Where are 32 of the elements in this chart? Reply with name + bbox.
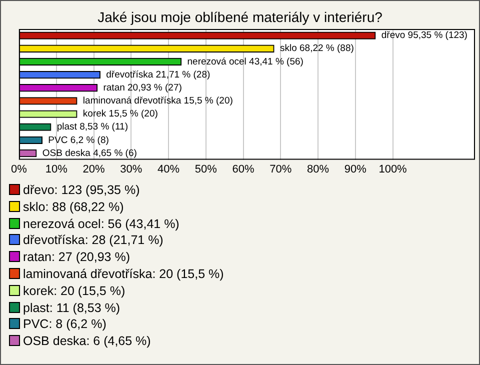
x-tick-label: 10% (45, 163, 68, 176)
x-tick-label: 80% (307, 163, 330, 176)
x-tick-label: 40% (157, 163, 180, 176)
text: OSB deska: 6 (4,65 %) (22, 333, 152, 350)
data-label: OSB deska 4,65 % (6) (42, 148, 137, 159)
text: dřevo: 123 (95,35 %) (22, 182, 141, 199)
data-label: PVC 6,2 % (8) (48, 134, 109, 146)
data-label: laminovaná dřevotříska 15,5 % (20) (82, 96, 233, 107)
chart-title: Jaké jsou moje oblíbené materiály v interiéru? (96, 9, 384, 25)
x-tick-label: 50% (194, 163, 218, 176)
text: korek: 20 (15,5 %) (22, 282, 126, 300)
data-label: sklo 68,22 % (88) (280, 43, 354, 54)
x-tick-label: 20% (82, 163, 105, 176)
x-tick-label: 30% (120, 163, 142, 176)
data-label: nerezová ocel 43,41 % (56) (187, 56, 304, 68)
data-label: plast 8,53 % (11) (56, 122, 128, 133)
data-label: ratan 20,93 % (27) (103, 82, 182, 94)
x-tick-label: 0% (11, 163, 28, 176)
text: nerezová ocel: 56 (43,41 %) (22, 216, 180, 232)
x-tick-label: 60% (232, 163, 254, 176)
data-label: dřevo 95,35 % (123) (381, 30, 468, 42)
data-label: korek 15,5 % (20) (82, 108, 158, 120)
text: sklo: 88 (68,22 %) (22, 198, 125, 216)
data-label: dřevotříska 21,71 % (28) (106, 69, 210, 80)
x-tick-label: 90% (344, 163, 367, 176)
x-tick-label: 70% (270, 163, 292, 176)
text: laminovaná dřevotříska: 20 (15,5 %) (22, 266, 224, 283)
text: dřevotříska: 28 (21,71 %) (22, 232, 164, 250)
x-tick-label: 100% (378, 163, 408, 176)
text: ratan: 27 (20,93 %) (22, 249, 132, 266)
text: plast: 11 (8,53 %) (22, 300, 122, 316)
text: PVC: 8 (6,2 %) (22, 316, 108, 334)
